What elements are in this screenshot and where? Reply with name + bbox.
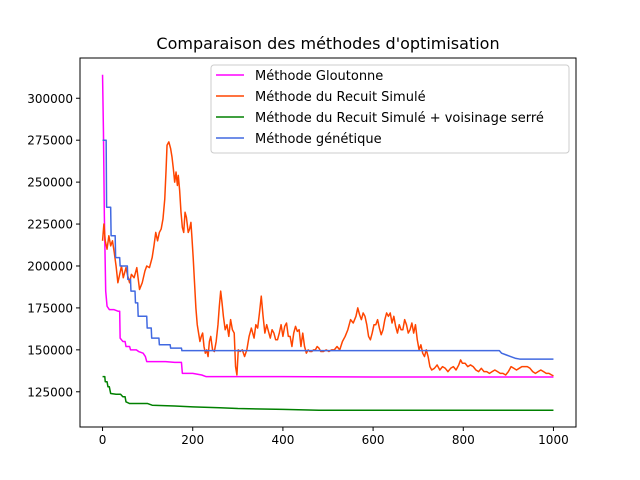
x-tick-label: 0: [99, 433, 107, 447]
y-tick-label: 200000: [27, 259, 73, 273]
x-tick-label: 400: [271, 433, 294, 447]
x-tick-label: 1000: [538, 433, 569, 447]
y-tick-label: 275000: [27, 134, 73, 148]
x-tick-label: 600: [362, 433, 385, 447]
y-tick-label: 225000: [27, 218, 73, 232]
legend-frame: [210, 64, 570, 154]
series-layer: [101, 74, 554, 411]
x-tick-label: 800: [452, 433, 475, 447]
y-axis: 125000 150000 175000 200000 225000 250000 2750…: [27, 92, 80, 399]
y-tick-label: 250000: [27, 176, 73, 190]
series-line-1: [101, 74, 554, 378]
chart-title: Comparaison des méthodes d'optimisation: [156, 34, 499, 53]
legend-label-2: Méthode du Recuit Simulé: [255, 90, 426, 105]
y-tick-label: 300000: [27, 92, 73, 106]
y-tick-label: 175000: [27, 301, 73, 315]
y-tick-label: 125000: [27, 385, 73, 399]
legend: Méthode Gloutonne Méthode du Recuit Simul…: [210, 64, 570, 154]
legend-label-4: Méthode génétique: [255, 132, 382, 147]
legend-label-3: Méthode du Recuit Simulé + voisinage ser…: [255, 111, 544, 126]
series-line-4: [102, 139, 554, 360]
y-tick-label: 150000: [27, 343, 73, 357]
legend-label-1: Méthode Gloutonne: [255, 69, 383, 84]
x-axis: 0 200 400 600 800 1000: [99, 427, 569, 447]
x-tick-label: 200: [181, 433, 204, 447]
series-line-3: [102, 375, 554, 411]
plot-frame: [79, 57, 577, 428]
series-line-2: [101, 141, 554, 377]
